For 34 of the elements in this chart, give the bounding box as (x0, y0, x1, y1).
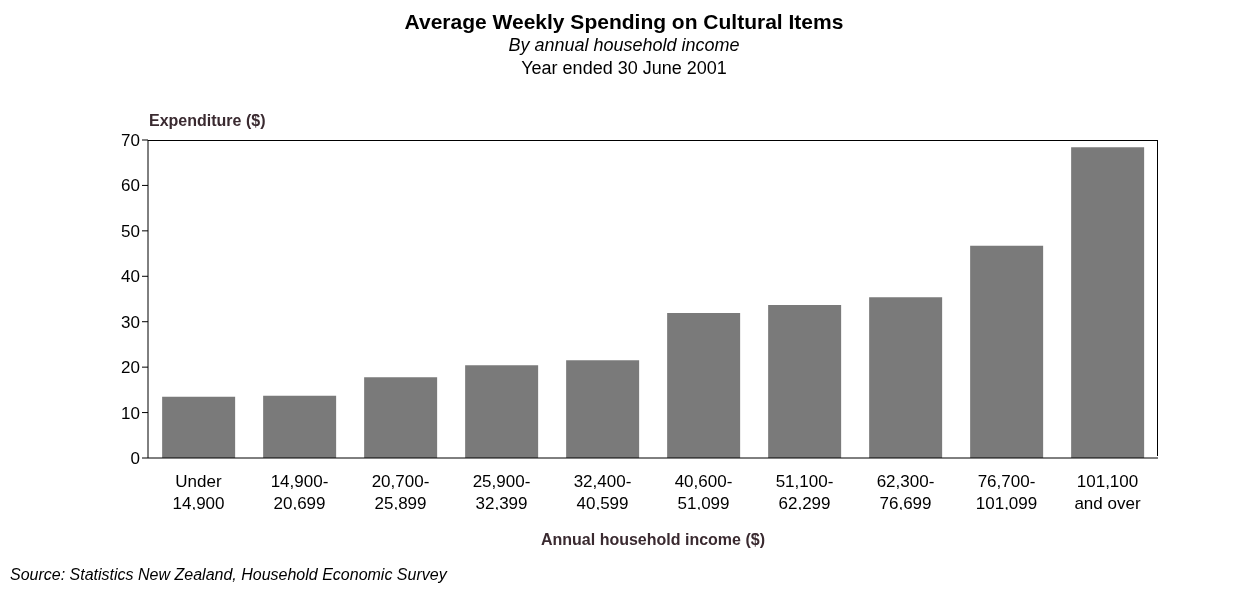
chart-title: Average Weekly Spending on Cultural Items (403, 10, 845, 34)
bar (364, 377, 438, 458)
x-tick-label: 25,900-32,399 (472, 472, 531, 513)
x-tick-label: 101,100 and over (1074, 472, 1141, 513)
bar (566, 360, 640, 458)
bar (970, 245, 1044, 458)
bar (768, 304, 842, 458)
x-tick-label: 62,300-76,699 (876, 472, 935, 513)
y-tick-label: 40 (121, 267, 140, 287)
x-tick-label: 76,700-101,099 (975, 472, 1038, 513)
x-tick-label: 20,700-25,899 (371, 472, 430, 513)
chart-subtitle: By annual household income (507, 35, 741, 56)
x-tick-label: Under 14,900 (172, 472, 225, 513)
y-tick-label: 0 (130, 449, 140, 469)
y-tick-label: 30 (121, 312, 140, 332)
bar (162, 396, 236, 458)
x-tick-label: 51,100-62,299 (775, 472, 834, 513)
x-tick-label: 32,400-40,599 (573, 472, 632, 513)
y-axis-title: Expenditure ($) (149, 112, 266, 130)
x-tick-label: 40,600-51,099 (674, 472, 733, 513)
x-axis-title: Annual household income ($) (540, 531, 766, 549)
y-tick-label: 60 (121, 176, 140, 196)
source-note: Source: Statistics New Zealand, Household Economic Survey (10, 566, 447, 584)
bar (1071, 147, 1145, 458)
text: Year ended 30 June 2001 (520, 58, 728, 79)
y-tick-label: 50 (121, 221, 140, 241)
bar (263, 395, 337, 458)
x-tick-label: 14,900-20,699 (270, 472, 329, 513)
y-tick-label: 70 (121, 131, 140, 151)
y-tick-label: 20 (121, 358, 140, 378)
bar (465, 365, 539, 458)
bar (869, 297, 943, 458)
bar (667, 313, 741, 458)
y-tick-label: 10 (121, 403, 140, 423)
